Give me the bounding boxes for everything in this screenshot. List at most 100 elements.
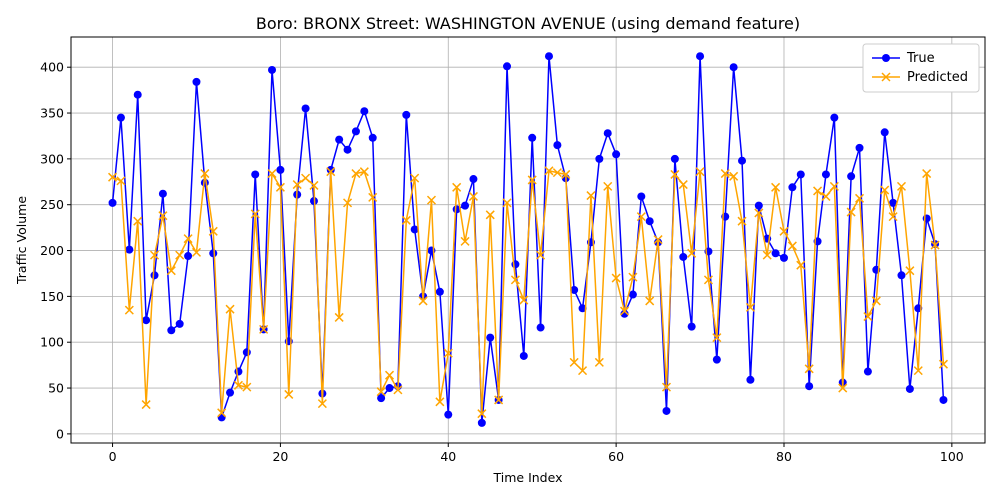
data-point xyxy=(443,348,453,358)
data-point xyxy=(905,384,914,393)
legend-true-label: True xyxy=(906,51,935,66)
x-axis: 0 20 40 60 80 100 xyxy=(109,443,964,464)
data-point xyxy=(426,195,437,205)
data-point xyxy=(150,271,159,280)
data-point xyxy=(275,182,285,192)
data-point xyxy=(939,395,948,404)
data-point xyxy=(360,107,369,116)
data-point xyxy=(251,170,260,179)
data-point xyxy=(377,394,386,403)
data-point xyxy=(729,171,739,181)
y-tick-label: 50 xyxy=(48,381,64,396)
y-tick-label: 0 xyxy=(56,426,64,441)
data-point xyxy=(553,141,562,150)
data-point xyxy=(745,302,755,312)
data-point xyxy=(226,388,235,397)
data-point xyxy=(679,252,688,261)
data-point xyxy=(351,127,360,136)
data-point xyxy=(410,173,420,183)
data-point xyxy=(595,154,604,163)
data-point xyxy=(477,418,486,427)
data-point xyxy=(108,198,117,207)
data-point xyxy=(292,180,302,190)
data-point xyxy=(368,133,377,142)
data-point xyxy=(393,385,403,395)
y-tick-label: 200 xyxy=(40,243,64,258)
data-point xyxy=(628,290,637,299)
legend-box xyxy=(862,43,980,93)
data-point xyxy=(175,250,185,260)
data-point xyxy=(746,375,755,384)
data-point xyxy=(620,309,629,318)
data-point xyxy=(242,382,252,392)
data-point xyxy=(696,52,705,61)
data-point xyxy=(805,382,814,391)
data-point xyxy=(586,191,596,201)
data-point xyxy=(510,275,520,285)
data-point xyxy=(133,216,143,226)
data-point xyxy=(578,366,588,376)
data-point xyxy=(116,113,125,122)
data-point xyxy=(351,169,361,179)
data-point xyxy=(922,169,932,179)
data-point xyxy=(779,253,788,262)
data-point xyxy=(158,189,167,198)
x-tick-label: 40 xyxy=(440,449,456,464)
legend-true-marker xyxy=(882,54,890,62)
data-point xyxy=(653,235,663,245)
data-point xyxy=(301,173,311,183)
data-point xyxy=(930,240,940,250)
data-point xyxy=(250,209,260,219)
data-point xyxy=(662,406,671,415)
chart-title: Boro: BRONX Street: WASHINGTON AVENUE (u… xyxy=(256,14,800,33)
data-point xyxy=(536,323,545,332)
data-point xyxy=(401,215,411,225)
data-point xyxy=(813,186,823,196)
data-point xyxy=(359,167,369,177)
y-axis: 0 50 100 150 200 250 300 350 400 xyxy=(40,60,71,441)
x-tick-label: 80 xyxy=(776,449,792,464)
data-point xyxy=(435,397,445,407)
y-tick-label: 350 xyxy=(40,106,64,121)
data-point xyxy=(603,129,612,138)
data-point xyxy=(225,304,235,314)
data-point xyxy=(343,198,353,208)
data-point xyxy=(738,156,747,165)
data-point xyxy=(880,128,889,137)
data-point xyxy=(838,383,848,393)
data-point xyxy=(855,143,864,152)
y-axis-label: Traffic Volume xyxy=(14,196,29,285)
data-point xyxy=(821,170,830,179)
data-point xyxy=(687,322,696,331)
data-point xyxy=(645,296,655,306)
data-point xyxy=(418,296,428,306)
legend-predicted-marker xyxy=(881,72,891,82)
data-point xyxy=(192,77,201,86)
data-point xyxy=(503,62,512,71)
series-layer xyxy=(108,52,948,427)
data-point xyxy=(335,135,344,144)
data-point xyxy=(125,245,134,254)
data-point xyxy=(376,387,386,397)
series-line-predicted xyxy=(112,170,945,415)
data-point xyxy=(268,65,277,74)
data-point xyxy=(788,183,797,192)
data-point xyxy=(209,249,218,258)
data-point xyxy=(871,296,881,306)
data-point xyxy=(863,312,873,322)
x-axis-label: Time Index xyxy=(493,470,563,485)
data-point xyxy=(124,305,134,315)
data-point xyxy=(830,113,839,122)
data-point xyxy=(309,180,319,190)
data-point xyxy=(326,167,336,177)
data-point xyxy=(729,63,738,72)
data-point xyxy=(896,181,907,191)
data-point xyxy=(452,182,462,192)
data-point xyxy=(494,395,504,405)
data-point xyxy=(334,312,344,322)
data-point xyxy=(527,175,537,185)
data-point xyxy=(234,367,243,376)
data-point xyxy=(678,180,688,190)
data-point xyxy=(485,210,495,220)
data-point xyxy=(108,172,118,182)
